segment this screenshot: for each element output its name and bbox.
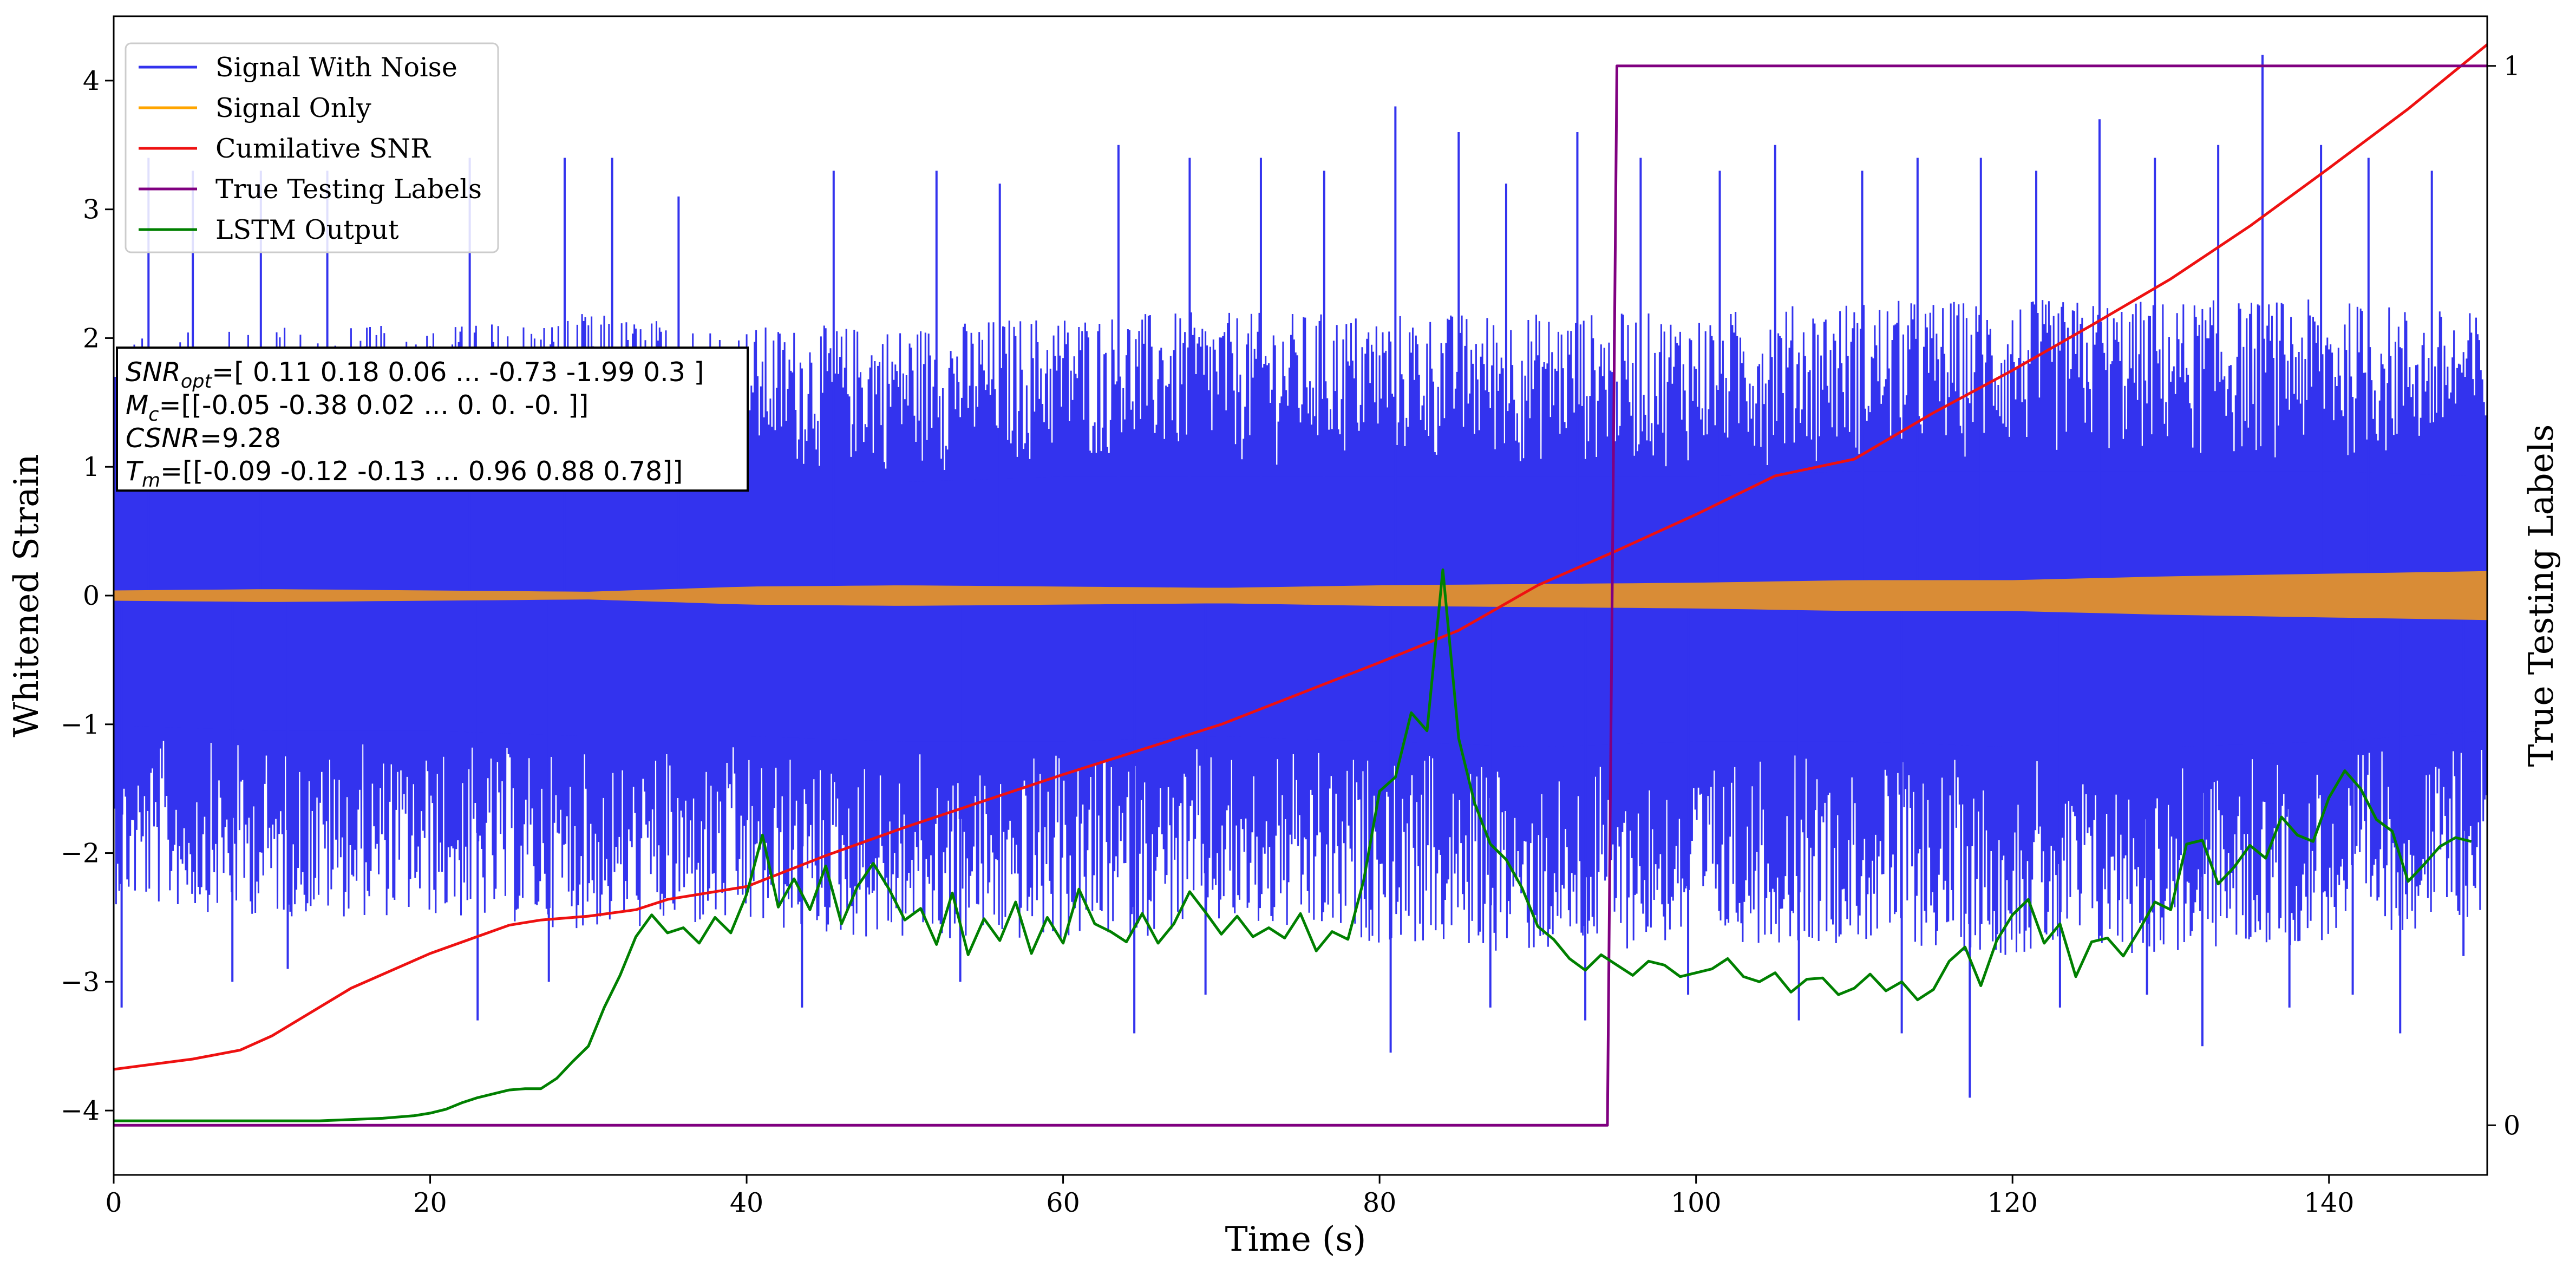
legend-label: LSTM Output bbox=[215, 214, 399, 245]
info-box-frame bbox=[116, 347, 749, 492]
y-tick-label: −3 bbox=[61, 966, 100, 997]
info-line: CSNR=9.28 bbox=[126, 423, 281, 454]
series-cumilative-snr bbox=[114, 43, 2487, 1071]
y-axis-title: Whitened Strain bbox=[6, 454, 46, 737]
series-lstm-output bbox=[114, 568, 2472, 1122]
legend-label: Signal Only bbox=[215, 93, 371, 123]
series-signal-only bbox=[114, 571, 2487, 620]
x-tick-label: 120 bbox=[1987, 1187, 2038, 1218]
y-tick-label: 2 bbox=[83, 323, 100, 354]
series-true-testing-labels bbox=[114, 64, 2487, 1127]
info-line: Tm=[[-0.09 -0.12 -0.13 ... 0.96 0.88 0.7… bbox=[126, 456, 683, 492]
info-line: SNRopt=[ 0.11 0.18 0.06 ... -0.73 -1.99 … bbox=[126, 357, 704, 393]
plot-area bbox=[114, 43, 2487, 1127]
y-tick-label: −2 bbox=[61, 838, 100, 869]
legend-label: Signal With Noise bbox=[215, 52, 457, 83]
series-signal-with-noise bbox=[114, 55, 2487, 1098]
y-tick-label: −1 bbox=[61, 709, 100, 740]
info-line: Mc=[[-0.05 -0.38 0.02 ... 0. 0. -0. ]] bbox=[126, 390, 589, 426]
info-annotation: SNRopt=[ 0.11 0.18 0.06 ... -0.73 -1.99 … bbox=[116, 347, 749, 492]
x-tick-label: 140 bbox=[2304, 1187, 2355, 1218]
y-axis-left: −4 −3 −2 −1 0 1 2 3 4 bbox=[61, 66, 114, 1126]
y-axis-right: 01 bbox=[2487, 51, 2520, 1141]
x-tick-label: 80 bbox=[1363, 1187, 1396, 1218]
x-tick-label: 40 bbox=[730, 1187, 763, 1218]
y-tick-label: 1 bbox=[83, 452, 100, 482]
legend-frame bbox=[125, 42, 499, 253]
y-tick-label: 4 bbox=[83, 66, 100, 96]
legend: Signal With Noise Signal Only Cumilative S… bbox=[125, 42, 499, 253]
y-right-tick-label: 0 bbox=[2503, 1110, 2520, 1141]
signal-band bbox=[114, 571, 2487, 620]
x-axis: 0 20 40 60 80 100 120 140 bbox=[105, 1175, 2354, 1218]
x-axis-title: Time (s) bbox=[1225, 1219, 1367, 1259]
y-right-tick-label: 1 bbox=[2503, 51, 2520, 82]
legend-label: Cumilative SNR bbox=[215, 133, 431, 164]
y-tick-label: −4 bbox=[61, 1095, 100, 1126]
y-right-axis-title: True Testing Labels bbox=[2521, 424, 2561, 767]
noise-core bbox=[114, 471, 2487, 747]
x-tick-label: 100 bbox=[1671, 1187, 1722, 1218]
x-tick-label: 20 bbox=[413, 1187, 447, 1218]
legend-label: True Testing Labels bbox=[215, 174, 482, 205]
x-tick-label: 0 bbox=[105, 1187, 122, 1218]
y-tick-label: 0 bbox=[83, 580, 100, 611]
series-lines bbox=[114, 43, 2487, 1127]
y-tick-label: 3 bbox=[83, 194, 100, 225]
x-tick-label: 60 bbox=[1046, 1187, 1080, 1218]
